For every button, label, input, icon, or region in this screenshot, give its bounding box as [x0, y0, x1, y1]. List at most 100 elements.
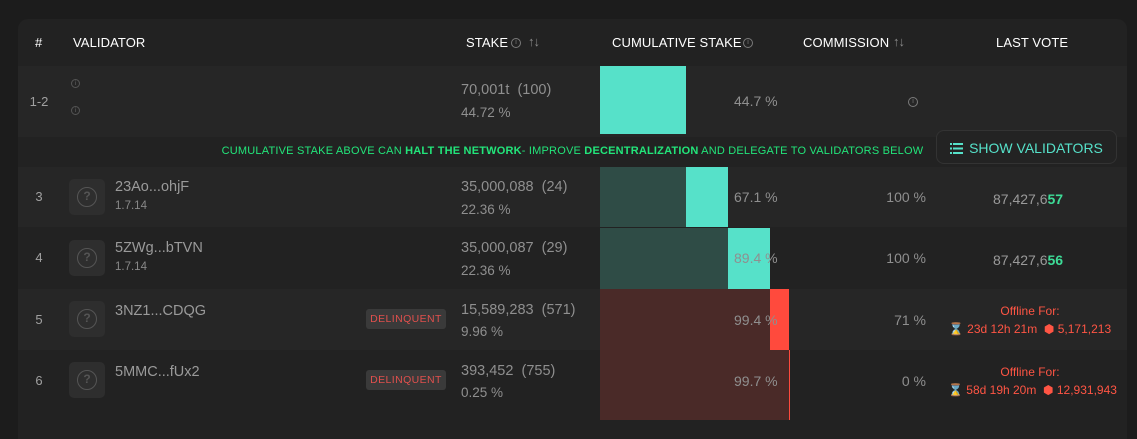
header-stake[interactable]: STAKE	[466, 35, 509, 50]
warning-text: - IMPROVE	[521, 145, 585, 157]
offline-title: Offline For:	[1000, 304, 1060, 318]
validator-name[interactable]: 3NZ1...CDQG	[115, 303, 207, 319]
stake-count: (571)	[541, 302, 576, 318]
superminority-row: 1-2 i i 70,001t (100) 44.72 % 44.7 % i S…	[18, 66, 1127, 164]
cumulative-percent: 44.7 %	[734, 93, 778, 109]
avatar: ?	[69, 301, 105, 337]
table-header: # VALIDATOR STAKE i ↑↓ CUMULATIVE STAKE …	[18, 19, 1127, 66]
commission-info-icon[interactable]: i	[908, 97, 918, 107]
hourglass-icon: ⌛	[948, 322, 964, 336]
commission: 0 %	[901, 373, 926, 389]
rank: 6	[35, 373, 43, 388]
stake-count: (29)	[541, 240, 568, 256]
offline-status: Offline For: ⌛ 23d 12h 21m ⬢ 5,171,213	[948, 304, 1112, 336]
cumulative-stake-bar-previous	[600, 350, 789, 420]
stake-value: 15,589,283	[461, 302, 534, 318]
stake-count: (24)	[541, 179, 568, 195]
stake-percent: 0.25 %	[461, 385, 504, 400]
stake-info-icon[interactable]: i	[511, 38, 521, 48]
warning-emphasis: DECENTRALIZATION	[584, 145, 699, 157]
stake-percent: 22.36 %	[461, 263, 511, 278]
cube-icon: ⬢	[1043, 383, 1054, 397]
stake-percent: 22.36 %	[461, 202, 511, 217]
validator-name[interactable]: 23Ao...ohjF	[115, 179, 190, 195]
stake-count: (755)	[521, 363, 556, 379]
show-validators-label: SHOW VALIDATORS	[969, 140, 1103, 156]
last-vote-prefix: 87,427,6	[993, 191, 1048, 207]
stake-percent: 44.72 %	[461, 105, 511, 120]
header-commission[interactable]: COMMISSION	[803, 35, 890, 50]
last-vote-prefix: 87,427,6	[993, 252, 1048, 268]
warning-emphasis: HALT THE NETWORK	[405, 145, 522, 157]
cumulative-info-icon[interactable]: i	[743, 38, 753, 48]
table-row[interactable]: 5 ? 3NZ1...CDQG DELINQUENT 15,589,283 (5…	[18, 289, 1127, 350]
table-row[interactable]: 3 ? 23Ao...ohjF 1.7.14 35,000,088 (24) 2…	[18, 167, 1127, 227]
stake-value: 35,000,087	[461, 240, 534, 256]
cumulative-stake-bar-current	[728, 228, 770, 289]
commission: 100 %	[886, 250, 926, 266]
stake-amount: 70,001t (100)	[461, 82, 551, 98]
header-last-vote: LAST VOTE	[996, 35, 1069, 50]
last-vote-suffix: 57	[1047, 191, 1064, 207]
question-icon: ?	[77, 370, 97, 390]
header-validator: VALIDATOR	[73, 35, 146, 50]
validators-table: # VALIDATOR STAKE i ↑↓ CUMULATIVE STAKE …	[18, 19, 1127, 439]
stake-amount: 35,000,087 (29)	[461, 240, 567, 256]
question-icon: ?	[77, 309, 97, 329]
cumulative-stake-bar-previous	[600, 167, 686, 227]
last-vote: 87,427,656	[993, 252, 1063, 268]
rank: 5	[35, 312, 43, 327]
cumulative-stake-bar-current	[686, 167, 728, 227]
stake-amount: 35,000,088 (24)	[461, 179, 567, 195]
cumulative-stake-bar-current	[789, 350, 790, 420]
rank: 3	[35, 189, 43, 204]
cumulative-percent: 67.1 %	[734, 189, 778, 205]
stake-percent: 9.96 %	[461, 324, 504, 339]
delinquent-badge: DELINQUENT	[366, 370, 446, 390]
avatar: ?	[69, 362, 105, 398]
stake-amount: 393,452 (755)	[461, 363, 555, 379]
commission: 100 %	[886, 189, 926, 205]
validator-info-icon: i	[71, 106, 80, 115]
commission-sort-icon[interactable]: ↑↓	[893, 34, 905, 49]
commission: 71 %	[894, 312, 926, 328]
superminority-warning: CUMULATIVE STAKE ABOVE CAN HALT THE NETW…	[18, 137, 1127, 165]
list-icon	[950, 132, 964, 166]
stake-sort-icon[interactable]: ↑↓	[528, 34, 540, 49]
question-icon: ?	[77, 187, 97, 207]
show-validators-button[interactable]: SHOW VALIDATORS	[936, 130, 1117, 164]
cube-icon: ⬢	[1043, 322, 1055, 336]
stake-count: (100)	[517, 82, 552, 98]
offline-time: 58d 19h 20m	[966, 383, 1037, 397]
validator-name[interactable]: 5MMC...fUx2	[115, 364, 200, 380]
stake-amount: 15,589,283 (571)	[461, 302, 576, 318]
header-cumulative-stake: CUMULATIVE STAKE	[612, 35, 742, 50]
warning-text: AND DELEGATE TO VALIDATORS BELOW	[698, 145, 924, 157]
offline-status: Offline For: ⌛ 58d 19h 20m ⬢ 12,931,943	[948, 365, 1117, 397]
cumulative-stake-bar-current	[770, 289, 789, 350]
stake-value: 393,452	[461, 363, 514, 379]
validator-version: 1.7.14	[115, 261, 147, 273]
cumulative-percent: 99.4 %	[734, 312, 778, 328]
validator-name[interactable]: 5ZWg...bTVN	[115, 240, 203, 256]
cumulative-percent: 99.7 %	[734, 373, 778, 389]
hourglass-icon: ⌛	[948, 383, 963, 397]
avatar: ?	[69, 240, 105, 276]
validator-info-icon: i	[71, 79, 80, 88]
header-rank: #	[35, 35, 43, 50]
offline-title: Offline For:	[1000, 365, 1060, 379]
table-row[interactable]: 4 ? 5ZWg...bTVN 1.7.14 35,000,087 (29) 2…	[18, 228, 1127, 289]
table-row[interactable]: 6 ? 5MMC...fUx2 DELINQUENT 393,452 (755)…	[18, 350, 1127, 420]
last-vote: 87,427,657	[993, 191, 1063, 207]
rank: 4	[35, 250, 43, 265]
offline-slots: 5,171,213	[1057, 322, 1112, 336]
question-icon: ?	[77, 248, 97, 268]
offline-time: 23d 12h 21m	[967, 322, 1038, 336]
cumulative-percent: 89.4 %	[734, 250, 778, 266]
offline-slots: 12,931,943	[1056, 383, 1117, 397]
rank: 1-2	[29, 94, 49, 109]
warning-text: CUMULATIVE STAKE ABOVE CAN	[221, 145, 406, 157]
cumulative-stake-bar	[600, 66, 686, 134]
stake-value: 35,000,088	[461, 179, 534, 195]
validator-version: 1.7.14	[115, 200, 147, 212]
